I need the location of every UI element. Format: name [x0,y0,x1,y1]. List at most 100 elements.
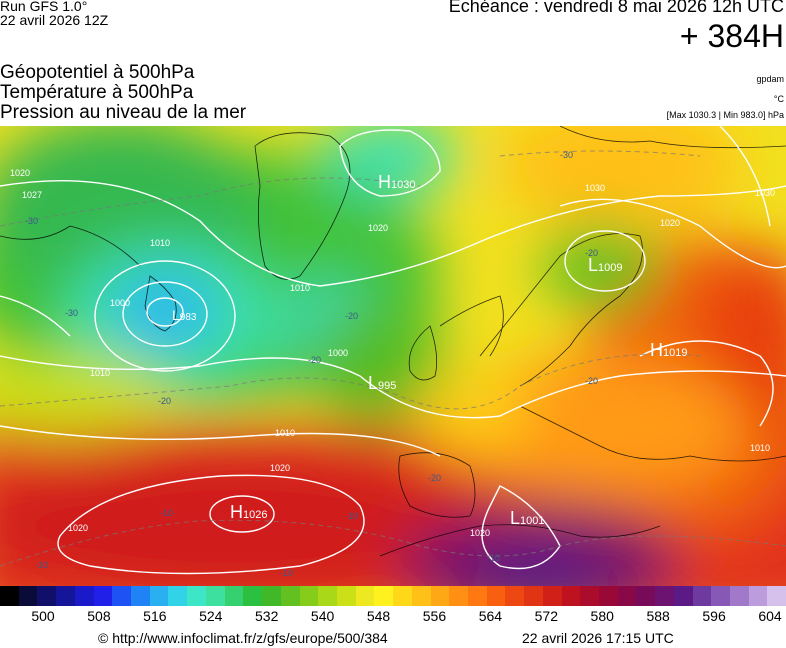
color-scale-label: 604 [758,608,782,624]
color-scale-label: 588 [646,608,670,624]
isobar-label: 1020 [470,528,490,538]
temperature-label: -10 [487,553,500,563]
isobar-label: 1020 [368,223,388,233]
pressure-center-label: H1026 [230,502,267,522]
title-temperature: Température à 500hPa [0,82,194,103]
color-scale-swatch [393,586,412,606]
lead-time: + 384H [679,18,784,54]
color-scale-label: 540 [310,608,335,624]
isobar-label: 1010 [290,283,310,293]
isobar-label: 1020 [68,523,88,533]
temperature-labels: -30 -30 -20 -20 -20 -20 -20 -10 -10 -10 … [25,150,598,578]
color-scale-swatch [187,586,206,606]
run-date: 22 avril 2026 12Z [0,12,109,28]
color-scale-swatch [112,586,132,606]
color-scale-swatch [580,586,599,606]
isotherms [0,150,786,567]
color-scale-swatch [93,586,113,606]
isobar-label: 1010 [275,428,295,438]
isobar-label: 1030 [585,183,605,193]
isobars [0,126,786,575]
color-scale-swatch [430,586,450,606]
isobar-labels: 1010 1000 1010 1000 1020 1010 1020 1020 … [10,168,775,538]
unit-gpdam: gpdam [756,74,784,84]
color-scale-labels: 500 508 516 524 532 540 548 556 564 572 580 588 596 6… [0,608,786,628]
color-scale-swatch [131,586,150,606]
color-scale-swatch [355,586,375,606]
color-scale-label: 524 [199,608,223,624]
source-url: © http://www.infoclimat.fr/z/gfs/europe/… [98,630,388,646]
isobar-label: 1010 [150,238,170,248]
pressure-center-label: H1019 [650,340,687,360]
color-scale-label: 532 [255,608,279,624]
color-scale-swatch [599,586,618,606]
temperature-label: -20 [345,311,358,321]
color-scale-swatch [37,586,57,606]
temperature-label: -20 [585,248,598,258]
pressure-minmax: [Max 1030.3 | Min 983.0] hPa [666,110,784,120]
color-scale-swatch [730,586,749,606]
color-scale-swatch [561,586,581,606]
color-scale-swatch [655,586,674,606]
color-scale-swatch [299,586,319,606]
title-pressure: Pression au niveau de la mer [0,102,247,123]
color-scale-swatch [673,586,693,606]
generated-time: 22 avril 2026 17:15 UTC [522,630,674,646]
color-scale-swatch [318,586,337,606]
isobar-label: 1000 [328,348,348,358]
color-scale-swatch [767,586,786,606]
temperature-label: -10 [345,511,358,521]
pressure-center-label: L995 [368,373,396,393]
temperature-label: -10 [160,508,173,518]
color-scale-swatch [243,586,263,606]
color-scale-swatch [149,586,169,606]
run-label: Run GFS 1.0° [0,0,88,14]
color-scale-swatch [0,586,19,606]
color-scale-swatch [74,586,94,606]
color-scale-label: 596 [702,608,726,624]
isobar-label: 1000 [110,298,130,308]
temperature-label: -20 [428,473,441,483]
isobar-label: 1010 [750,443,770,453]
color-scale-swatch [262,586,281,606]
color-scale-swatch [205,586,225,606]
isobar-label: 1027 [22,190,42,200]
temperature-field [0,126,786,586]
isobar-label: 1020 [660,218,680,228]
color-scale-swatch [449,586,468,606]
color-scale-swatch [224,586,244,606]
pressure-center-label: H1030 [378,172,415,192]
unit-celsius: °C [773,94,784,104]
color-scale-label: 572 [534,608,558,624]
pressure-center-label: L1001 [510,508,545,528]
color-scale-swatch [486,586,506,606]
pressure-centers: H1030 H1019 H1026 L1009 L995 L1001 L983 [172,172,687,528]
color-scale-swatch [711,586,731,606]
color-scale-swatch [692,586,712,606]
color-scale [0,586,786,606]
color-scale-label: 580 [590,608,614,624]
color-scale-swatch [374,586,394,606]
color-scale-swatch [411,586,431,606]
isobar-label: 1020 [10,168,30,178]
temperature-label: -30 [65,308,78,318]
weather-map: H1030 H1019 H1026 L1009 L995 L1001 L983 … [0,126,786,586]
color-scale-swatch [524,586,543,606]
color-scale-swatch [467,586,487,606]
pressure-center-label: L1009 [588,255,623,275]
color-scale-label: 516 [143,608,167,624]
color-scale-swatch [542,586,562,606]
temperature-label: -20 [308,355,321,365]
isobar-label: 1030 [755,188,775,198]
color-scale-swatch [280,586,300,606]
color-scale-label: 500 [31,608,55,624]
color-scale-swatch [18,586,38,606]
color-scale-swatch [505,586,525,606]
title-geopotential: Géopotentiel à 500hPa [0,62,195,83]
color-scale-label: 564 [478,608,503,624]
temperature-label: -30 [25,216,38,226]
temperature-label: -10 [35,560,48,570]
color-scale-swatch [336,586,356,606]
color-scale-swatch [636,586,656,606]
temperature-label: -10 [280,568,293,578]
